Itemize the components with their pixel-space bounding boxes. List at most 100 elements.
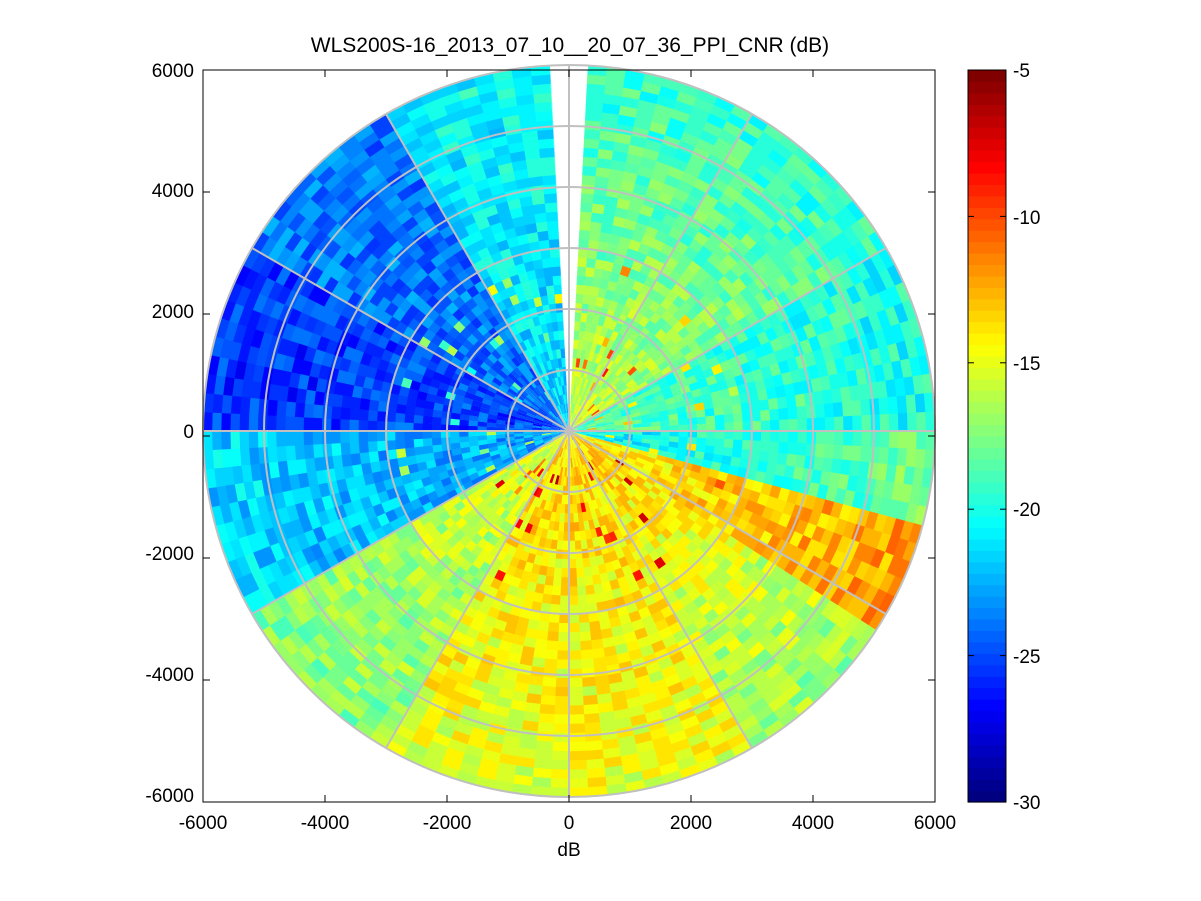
cnr-cell: [705, 415, 716, 424]
cnr-cell: [869, 588, 888, 610]
cnr-cell: [599, 278, 610, 290]
cnr-cell: [586, 420, 596, 426]
cnr-cell: [846, 369, 859, 387]
cnr-cell: [876, 309, 892, 330]
cnr-cell: [558, 613, 570, 624]
cnr-cell: [834, 357, 848, 375]
cnr-cell: [593, 396, 602, 406]
cnr-cell: [587, 65, 608, 77]
cnr-cell: [581, 410, 589, 419]
cnr-cell: [884, 305, 901, 327]
cnr-cell: [878, 552, 895, 573]
cnr-cell: [627, 143, 646, 158]
cnr-cell: [595, 421, 606, 426]
cnr-cell: [831, 458, 843, 475]
cnr-cell: [357, 419, 368, 432]
colorbar-band: [968, 138, 1006, 151]
cnr-cell: [891, 482, 905, 502]
cnr-cell: [604, 522, 614, 535]
cnr-cell: [590, 342, 598, 353]
cnr-cell: [591, 445, 601, 453]
cnr-cell: [620, 465, 631, 475]
cnr-cell: [801, 165, 822, 186]
cnr-cell: [540, 165, 556, 177]
cnr-cell: [833, 185, 855, 207]
cnr-cell: [655, 454, 667, 463]
y-tick-label: 0: [183, 422, 194, 443]
cnr-cell: [838, 270, 856, 291]
cnr-cell: [730, 644, 749, 662]
cnr-cell: [794, 326, 809, 343]
cnr-cell: [636, 488, 648, 499]
colorbar-band: [968, 241, 1006, 254]
cnr-cell: [672, 500, 685, 513]
cnr-cell: [616, 455, 627, 464]
cnr-cell: [623, 338, 634, 350]
cnr-cell: [601, 378, 610, 389]
cnr-cell: [661, 485, 673, 497]
cnr-cell: [893, 538, 910, 560]
cnr-cell: [668, 360, 681, 372]
cnr-cell: [601, 581, 612, 593]
cnr-cell: [575, 404, 581, 415]
cnr-cell: [422, 445, 434, 455]
cnr-cell: [577, 432, 588, 435]
cnr-cell: [835, 231, 854, 252]
y-tick-label: 2000: [152, 302, 194, 323]
cnr-cell: [760, 440, 771, 453]
cnr-cell: [724, 152, 744, 171]
cnr-cell: [795, 197, 815, 217]
cnr-cell: [642, 430, 652, 436]
cnr-cell: [714, 371, 727, 384]
cnr-cell: [367, 420, 378, 432]
cnr-cell: [752, 259, 769, 276]
cnr-cell: [702, 367, 715, 379]
cnr-cell: [776, 396, 789, 410]
cnr-cell: [845, 595, 863, 616]
cnr-cell: [750, 602, 767, 620]
cnr-cell: [788, 638, 808, 659]
cnr-cell: [574, 394, 579, 405]
cnr-cell: [628, 470, 639, 480]
cnr-cell: [587, 450, 596, 459]
cnr-cell: [605, 382, 615, 393]
cnr-cell: [609, 478, 619, 489]
cnr-cell: [661, 500, 674, 513]
cnr-cell: [654, 394, 666, 403]
cnr-cell: [568, 586, 578, 597]
cnr-cell: [806, 632, 826, 653]
cnr-cell: [740, 449, 752, 460]
cnr-cell: [551, 585, 561, 597]
cnr-cell: [876, 463, 889, 482]
cnr-cell: [894, 377, 907, 397]
cnr-cell: [620, 372, 631, 383]
cnr-cell: [794, 519, 809, 536]
cnr-cell: [746, 550, 762, 566]
cnr-cell: [724, 312, 739, 327]
cnr-cell: [821, 546, 838, 565]
cnr-cell: [577, 367, 583, 378]
cnr-cell: [615, 395, 626, 404]
cnr-cell: [730, 224, 748, 241]
cnr-cell: [767, 149, 789, 169]
cnr-cell: [798, 258, 816, 277]
cnr-cell: [636, 348, 648, 360]
cnr-cell: [732, 292, 748, 308]
cnr-cell: [687, 260, 702, 275]
cnr-cell: [606, 480, 616, 491]
cnr-cell: [609, 405, 620, 413]
cnr-cell: [806, 430, 817, 445]
cnr-cell: [743, 154, 764, 173]
cnr-cell: [843, 430, 854, 447]
cnr-cell: [586, 423, 597, 428]
cnr-cell: [814, 443, 826, 459]
cnr-cell: [669, 470, 681, 480]
cnr-cell: [711, 486, 724, 499]
cnr-cell: [594, 324, 604, 336]
cnr-cell: [763, 719, 785, 739]
cnr-cell: [590, 459, 599, 469]
cnr-cell: [869, 252, 888, 274]
cnr-cell: [638, 512, 650, 524]
cnr-cell: [614, 433, 625, 437]
cnr-cell: [793, 222, 812, 242]
